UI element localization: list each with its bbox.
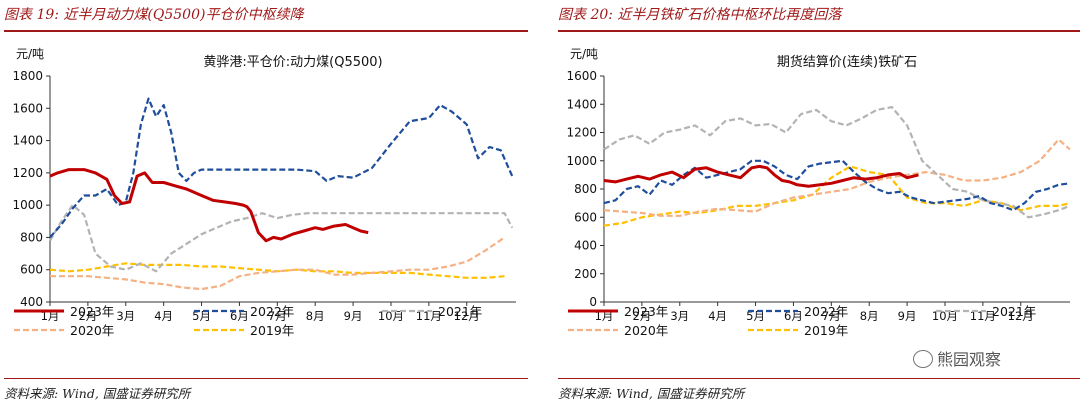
y-tick-label: 1400	[12, 134, 43, 148]
x-tick-label: 8月	[860, 309, 879, 323]
x-tick-label: 11月	[970, 309, 996, 323]
y-tick-label: 800	[20, 230, 43, 244]
x-tick-label: 3月	[116, 309, 135, 323]
x-tick-label: 2月	[632, 309, 651, 323]
y-tick-label: 200	[574, 267, 597, 281]
legend-label: 2022年	[804, 304, 848, 319]
chart-panel-iron-ore: 图表 20: 近半月铁矿石价格中枢环比再度回落 元/吨 0 200 400 600 800…	[558, 0, 1080, 406]
y-tick-label: 1800	[12, 69, 43, 83]
chart-title: 黄骅港:平仓价:动力煤(Q5500)	[203, 55, 382, 70]
legend-label: 2021年	[992, 304, 1036, 319]
y-tick-label: 800	[574, 182, 597, 196]
y-tick-label: 1200	[12, 166, 43, 180]
figure-title: 图表 19: 近半月动力煤(Q5500)平仓价中枢续降	[4, 7, 304, 23]
source-rule	[558, 378, 1080, 379]
x-tick-label: 2月	[78, 309, 97, 323]
figure-source: 资料来源: Wind, 国盛证券研究所	[4, 386, 191, 401]
legend-label: 2023年	[624, 304, 668, 319]
series-line-2020	[50, 236, 506, 291]
y-tick-label: 0	[589, 295, 597, 309]
title-rule	[4, 30, 528, 32]
wechat-icon	[913, 350, 933, 368]
series-line-2021	[49, 204, 514, 273]
y-tick-label: 1600	[566, 69, 597, 83]
figure-source: 资料来源: Wind, 国盛证券研究所	[558, 386, 745, 401]
series-line-2023	[49, 168, 369, 243]
x-tick-label: 6月	[784, 309, 803, 323]
x-tick-label: 4月	[708, 309, 727, 323]
watermark-text: 熊园观察	[937, 350, 1002, 369]
figure-title: 图表 20: 近半月铁矿石价格中枢环比再度回落	[558, 7, 842, 23]
x-tick-label: 5月	[746, 309, 765, 323]
x-tick-label: 11月	[416, 309, 442, 323]
watermark: 熊园观察	[913, 346, 1001, 370]
chart-title: 期货结算价(连续)铁矿石	[777, 54, 917, 70]
x-tick-label: 9月	[898, 309, 917, 323]
x-tick-label: 10月	[932, 309, 958, 323]
y-tick-label: 1000	[566, 154, 597, 168]
x-tick-label: 12月	[1008, 309, 1034, 323]
y-tick-label: 600	[574, 210, 597, 224]
x-tick-label: 6月	[230, 309, 249, 323]
y-tick-label: 1000	[12, 198, 43, 212]
x-tick-label: 10月	[378, 309, 404, 323]
series-line-2019	[603, 165, 1071, 227]
y-axis-unit: 元/吨	[16, 47, 44, 61]
y-tick-label: 600	[20, 263, 43, 277]
series-line-2019	[49, 262, 505, 279]
legend-label: 2021年	[438, 304, 482, 319]
series-line-2023	[603, 164, 919, 188]
legend-label: 2019年	[250, 323, 294, 338]
y-tick-label: 1200	[566, 126, 597, 140]
x-tick-label: 9月	[344, 309, 363, 323]
x-tick-label: 5月	[192, 309, 211, 323]
y-tick-label: 1400	[566, 97, 597, 111]
series-line-2021	[603, 105, 1071, 219]
x-tick-label: 7月	[822, 309, 841, 323]
y-axis-unit: 元/吨	[570, 47, 598, 61]
legend-label: 2020年	[624, 323, 668, 338]
x-tick-label: 4月	[154, 309, 173, 323]
y-tick-label: 400	[574, 239, 597, 253]
x-tick-label: 7月	[268, 309, 287, 323]
y-tick-label: 1600	[12, 101, 43, 115]
x-tick-label: 8月	[306, 309, 325, 323]
chart-panel-coal: 图表 19: 近半月动力煤(Q5500)平仓价中枢续降 元/吨 400 600 800…	[4, 0, 528, 406]
series-line-2022	[49, 97, 514, 239]
x-tick-label: 12月	[454, 309, 480, 323]
y-tick-label: 400	[20, 295, 43, 309]
legend-label: 2020年	[70, 323, 114, 338]
source-rule	[4, 378, 528, 379]
title-rule	[558, 30, 1080, 32]
x-tick-label: 3月	[670, 309, 689, 323]
series-line-2022	[603, 159, 1071, 212]
legend-label: 2019年	[804, 323, 848, 338]
legend-label: 2023年	[70, 304, 114, 319]
legend-label: 2022年	[250, 304, 294, 319]
